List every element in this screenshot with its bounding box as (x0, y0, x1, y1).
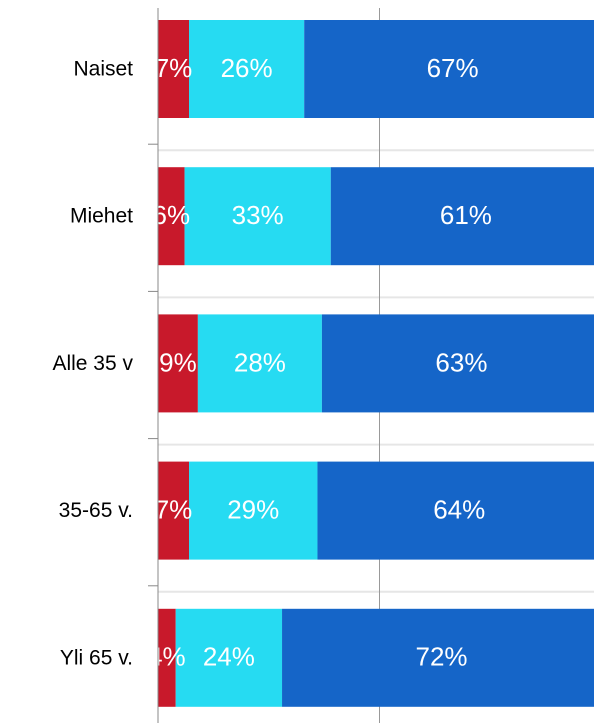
category-label: 35-65 v. (59, 499, 133, 522)
bar-segment (175, 608, 283, 707)
bar-segment (282, 608, 594, 707)
bar-segment (317, 461, 594, 560)
value-label: 64% (433, 494, 485, 524)
bar-segment (304, 20, 594, 118)
value-label: 26% (221, 53, 273, 83)
bar-segment (158, 461, 190, 560)
value-label: 67% (427, 53, 479, 83)
value-label: 72% (415, 642, 467, 672)
value-label: 7% (155, 494, 193, 524)
bar-segment (197, 314, 322, 413)
bar-segment (184, 167, 331, 266)
value-label: 24% (203, 642, 255, 672)
bar-segment (158, 167, 185, 266)
value-label: 28% (234, 347, 286, 377)
value-label: 7% (155, 53, 193, 83)
bar-segment (330, 167, 594, 266)
category-label: Alle 35 v (52, 352, 133, 375)
bar-segment (158, 20, 190, 118)
bar-segment (189, 20, 305, 118)
value-label: 33% (232, 200, 284, 230)
category-label: Miehet (70, 205, 133, 228)
bar-segment (158, 314, 198, 413)
bar-segment (321, 314, 594, 413)
category-label: Naiset (73, 58, 133, 81)
category-label: Yli 65 v. (60, 646, 133, 669)
bar-segment (158, 608, 176, 707)
value-label: 9% (159, 347, 197, 377)
value-label: 63% (435, 347, 487, 377)
value-label: 29% (227, 494, 279, 524)
value-label: 4% (148, 642, 186, 672)
bar-segment (189, 461, 318, 560)
value-label: 6% (153, 200, 191, 230)
value-label: 61% (440, 200, 492, 230)
